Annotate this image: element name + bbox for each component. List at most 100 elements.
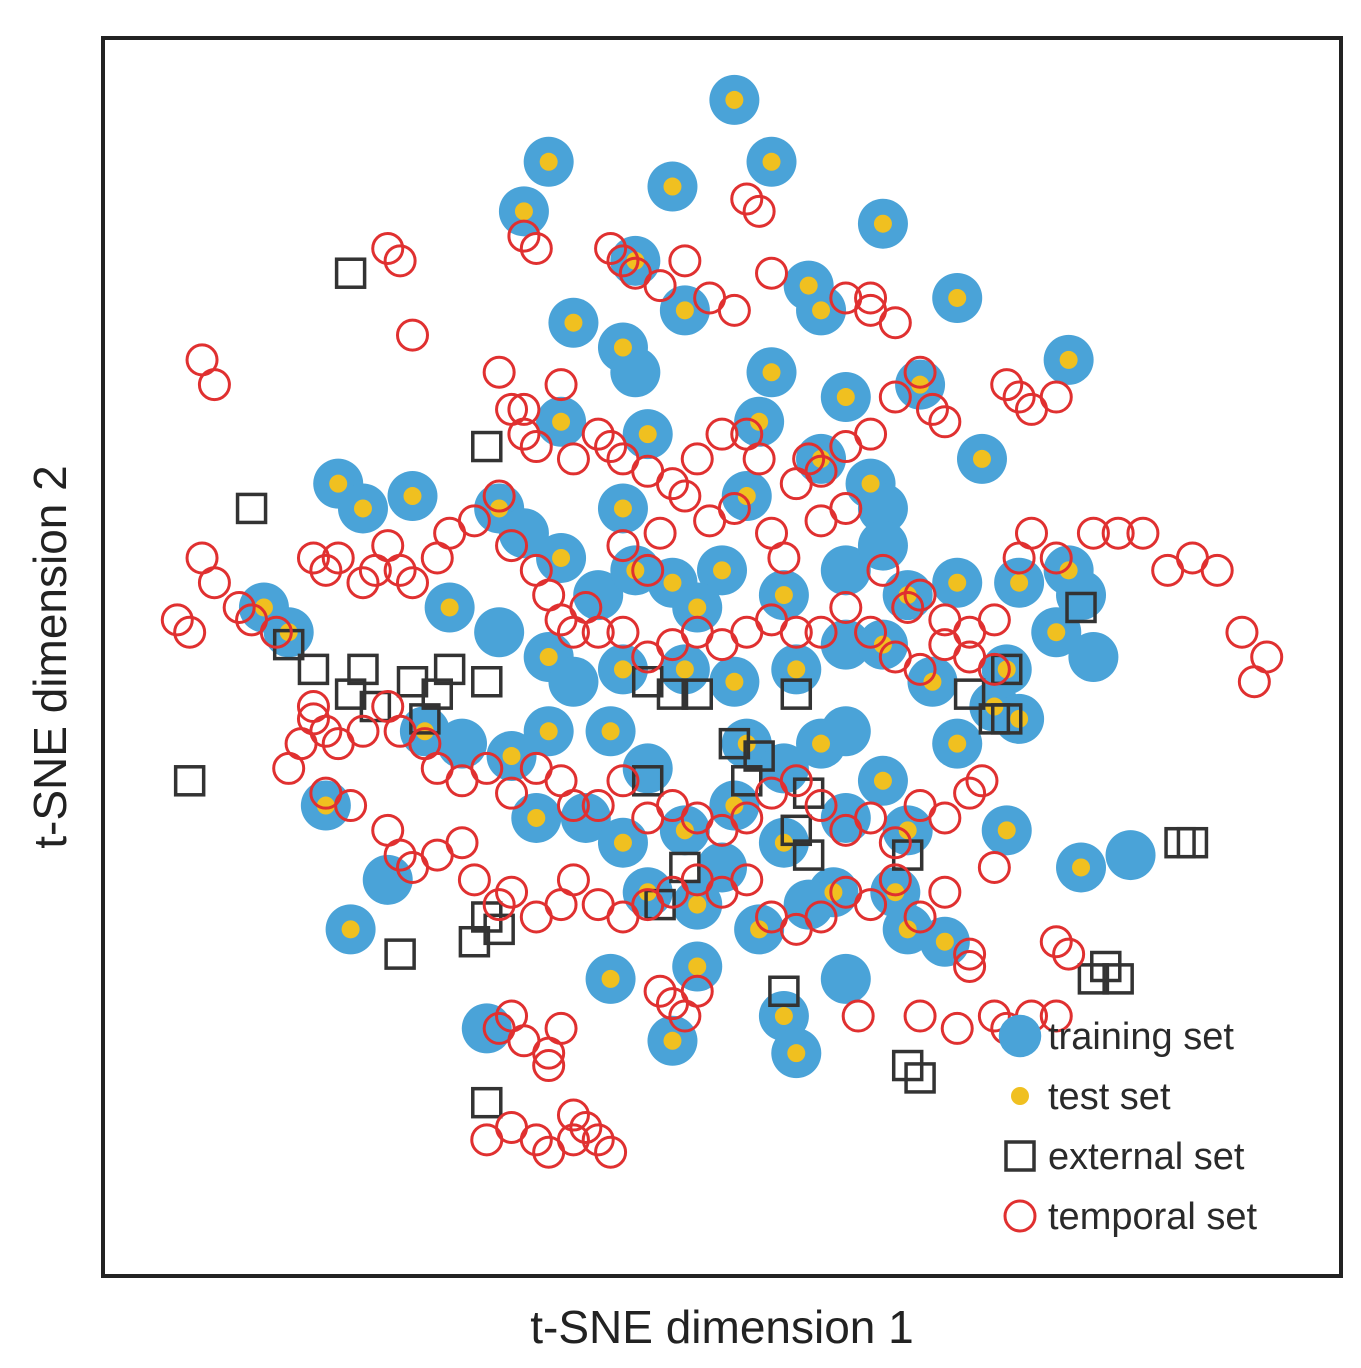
- training-set-point: [498, 508, 549, 559]
- test-set-point: [799, 276, 818, 295]
- temporal-set-point: [532, 1049, 566, 1083]
- training-set-point: [820, 619, 871, 670]
- temporal-set-point: [396, 566, 429, 600]
- training-set-point: [697, 842, 747, 893]
- temporal-set-point: [507, 219, 541, 253]
- training-set-point: [820, 545, 871, 596]
- temporal-set-point: [977, 603, 1011, 637]
- training-set-point: [820, 706, 871, 757]
- temporal-set-point: [854, 281, 888, 315]
- temporal-set-point: [1101, 516, 1135, 550]
- temporal-set-point: [730, 863, 764, 897]
- temporal-set-point: [730, 801, 764, 835]
- test-set-point: [873, 771, 892, 790]
- test-set-point: [713, 561, 731, 580]
- temporal-set-point: [371, 231, 405, 265]
- temporal-set-point: [1039, 925, 1073, 959]
- test-set-point: [997, 821, 1016, 840]
- test-set-point: [514, 202, 533, 221]
- test-set-point: [898, 821, 917, 840]
- temporal-set-point: [742, 442, 776, 476]
- temporal-set-point: [383, 838, 417, 872]
- temporal-set-point: [470, 751, 504, 785]
- temporal-set-point: [594, 1135, 628, 1169]
- test-set-point: [898, 586, 917, 605]
- temporal-set-point: [457, 863, 491, 897]
- test-set-point: [1047, 623, 1066, 642]
- temporal-set-point: [829, 590, 863, 624]
- legend-label-test-set: test set: [1048, 1076, 1171, 1118]
- temporal-set-point: [1002, 380, 1036, 414]
- temporal-set-point: [829, 491, 863, 525]
- temporal-set-point: [1200, 553, 1234, 587]
- test-set-point: [861, 474, 880, 493]
- temporal-set-point: [1039, 999, 1073, 1033]
- test-set-point: [626, 251, 645, 270]
- training-set-point: [461, 1003, 512, 1054]
- temporal-set-point: [396, 318, 429, 352]
- test-set-point: [873, 635, 892, 654]
- training-set-point: [1105, 830, 1156, 881]
- external-set-point: [384, 938, 416, 970]
- test-set-point: [613, 499, 632, 518]
- external-set-point: [780, 678, 813, 710]
- test-set-point: [675, 660, 694, 679]
- external-set-point: [768, 975, 800, 1008]
- temporal-set-point: [1076, 516, 1110, 550]
- temporal-set-point: [866, 553, 900, 587]
- test-set-point: [898, 920, 917, 939]
- temporal-set-point: [804, 454, 838, 488]
- temporal-set-point: [1225, 615, 1259, 649]
- training-set-point: [820, 953, 871, 1004]
- temporal-set-point: [717, 491, 751, 525]
- temporal-set-point: [1052, 937, 1086, 971]
- temporal-set-point: [1039, 380, 1073, 414]
- temporal-set-point: [197, 566, 231, 600]
- temporal-set-point: [296, 541, 330, 575]
- temporal-set-point: [482, 355, 516, 389]
- temporal-set-point: [594, 430, 628, 464]
- temporal-set-point: [519, 231, 553, 265]
- test-set-point: [675, 821, 694, 840]
- temporal-set-point: [915, 392, 949, 426]
- temporal-set-point: [1237, 665, 1271, 699]
- test-set-point: [948, 573, 967, 592]
- temporal-set-point: [482, 479, 516, 513]
- temporal-set-point: [544, 1011, 578, 1045]
- temporal-set-point: [804, 900, 838, 934]
- temporal-set-point: [977, 850, 1011, 884]
- external-set-point: [471, 1086, 503, 1119]
- test-set-point: [254, 598, 273, 617]
- training-set-point: [560, 792, 611, 843]
- temporal-set-point: [928, 405, 962, 439]
- temporal-set-point: [160, 603, 194, 637]
- temporal-set-point: [668, 479, 702, 513]
- test-set-point: [836, 388, 855, 407]
- temporal-set-point: [655, 467, 689, 501]
- test-set-point: [948, 734, 967, 753]
- external-set-point: [990, 703, 1023, 735]
- test-set-point: [886, 883, 905, 902]
- test-set-point: [923, 672, 942, 691]
- temporal-set-point: [594, 231, 628, 265]
- test-set-point: [750, 412, 769, 431]
- test-set-point: [403, 487, 422, 506]
- temporal-set-point: [173, 615, 207, 649]
- temporal-set-point: [903, 900, 937, 934]
- test-set-point: [539, 152, 558, 171]
- test-set-point: [935, 932, 954, 951]
- test-set-point: [675, 301, 694, 320]
- test-set-point: [1072, 858, 1091, 877]
- temporal-set-point: [891, 590, 925, 624]
- temporal-set-point: [878, 380, 912, 414]
- temporal-set-point: [953, 950, 987, 983]
- training-set-point: [783, 879, 834, 930]
- temporal-set-point: [643, 269, 677, 303]
- temporal-set-point: [643, 516, 677, 550]
- test-set-point: [440, 598, 459, 617]
- training-set-point: [857, 483, 908, 534]
- temporal-set-point: [804, 615, 838, 649]
- temporal-set-point: [1126, 516, 1160, 550]
- legend-label-external-set: external set: [1048, 1136, 1245, 1178]
